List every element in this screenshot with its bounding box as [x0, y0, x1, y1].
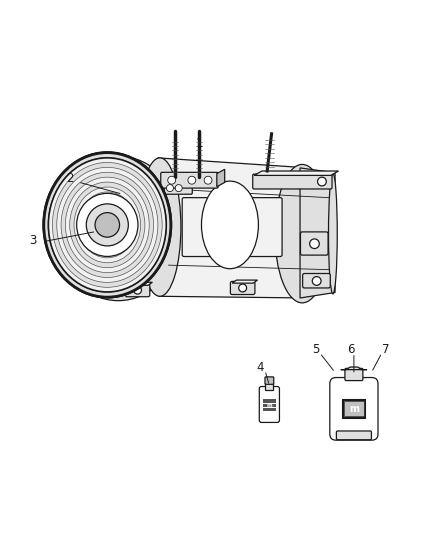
Text: 1: 1: [195, 138, 203, 150]
Text: 4: 4: [257, 361, 265, 374]
FancyBboxPatch shape: [253, 174, 332, 189]
Bar: [263, 403, 276, 407]
Ellipse shape: [79, 189, 146, 264]
Ellipse shape: [87, 202, 127, 248]
FancyBboxPatch shape: [265, 377, 274, 384]
Ellipse shape: [328, 173, 337, 294]
FancyBboxPatch shape: [182, 198, 282, 256]
FancyBboxPatch shape: [230, 281, 255, 295]
Ellipse shape: [201, 181, 258, 269]
Ellipse shape: [83, 197, 132, 253]
Circle shape: [175, 184, 182, 191]
Polygon shape: [254, 171, 339, 175]
Ellipse shape: [70, 182, 145, 268]
Text: 2: 2: [66, 172, 74, 185]
Ellipse shape: [95, 213, 120, 237]
Ellipse shape: [48, 158, 166, 292]
Ellipse shape: [86, 204, 128, 246]
Ellipse shape: [44, 152, 171, 297]
Circle shape: [239, 284, 247, 292]
FancyBboxPatch shape: [161, 172, 218, 188]
Ellipse shape: [65, 177, 149, 272]
Ellipse shape: [70, 182, 145, 268]
Ellipse shape: [64, 173, 156, 278]
FancyBboxPatch shape: [303, 273, 330, 288]
Polygon shape: [217, 169, 225, 187]
Polygon shape: [158, 158, 308, 298]
Ellipse shape: [61, 172, 154, 278]
Ellipse shape: [44, 152, 171, 297]
FancyBboxPatch shape: [259, 386, 279, 423]
Ellipse shape: [74, 187, 141, 263]
Ellipse shape: [44, 152, 171, 297]
Text: 5: 5: [312, 343, 319, 356]
Text: m: m: [349, 404, 359, 414]
FancyBboxPatch shape: [345, 368, 363, 381]
Ellipse shape: [80, 198, 134, 252]
Text: 6: 6: [346, 343, 354, 356]
FancyBboxPatch shape: [300, 232, 328, 255]
Circle shape: [168, 176, 176, 184]
Ellipse shape: [57, 167, 158, 282]
Ellipse shape: [78, 192, 136, 258]
Text: m: m: [267, 403, 272, 408]
Ellipse shape: [55, 156, 182, 301]
Circle shape: [312, 277, 321, 285]
Polygon shape: [341, 367, 367, 370]
Ellipse shape: [54, 163, 164, 288]
FancyBboxPatch shape: [164, 182, 192, 194]
Ellipse shape: [83, 197, 132, 253]
Ellipse shape: [53, 163, 162, 287]
Ellipse shape: [44, 152, 171, 297]
Ellipse shape: [59, 168, 160, 283]
Ellipse shape: [139, 158, 181, 296]
Ellipse shape: [96, 214, 118, 236]
Ellipse shape: [57, 167, 158, 282]
Circle shape: [310, 239, 319, 248]
Ellipse shape: [87, 202, 127, 248]
Ellipse shape: [89, 199, 139, 255]
Ellipse shape: [95, 204, 135, 251]
Ellipse shape: [74, 187, 141, 263]
Bar: [263, 408, 276, 411]
Ellipse shape: [61, 172, 154, 278]
Circle shape: [318, 177, 326, 186]
Ellipse shape: [53, 163, 162, 287]
Ellipse shape: [77, 193, 138, 256]
Bar: [263, 399, 276, 403]
Circle shape: [188, 176, 196, 184]
Polygon shape: [127, 282, 152, 285]
Circle shape: [134, 286, 141, 294]
FancyBboxPatch shape: [336, 431, 371, 440]
Circle shape: [166, 184, 173, 191]
Ellipse shape: [275, 165, 329, 303]
FancyBboxPatch shape: [330, 377, 378, 440]
Polygon shape: [300, 168, 335, 298]
Ellipse shape: [74, 183, 149, 269]
Ellipse shape: [78, 192, 136, 258]
Polygon shape: [232, 280, 258, 283]
Text: 7: 7: [381, 343, 389, 356]
Ellipse shape: [49, 158, 167, 293]
FancyBboxPatch shape: [343, 400, 365, 418]
Ellipse shape: [69, 179, 153, 274]
Ellipse shape: [89, 207, 126, 243]
Text: 3: 3: [29, 233, 36, 247]
Ellipse shape: [48, 158, 166, 292]
Circle shape: [204, 176, 212, 184]
FancyBboxPatch shape: [125, 284, 150, 297]
Ellipse shape: [44, 152, 171, 297]
Bar: [265, 383, 273, 390]
Ellipse shape: [84, 194, 142, 260]
Ellipse shape: [65, 177, 149, 272]
FancyBboxPatch shape: [344, 401, 364, 416]
